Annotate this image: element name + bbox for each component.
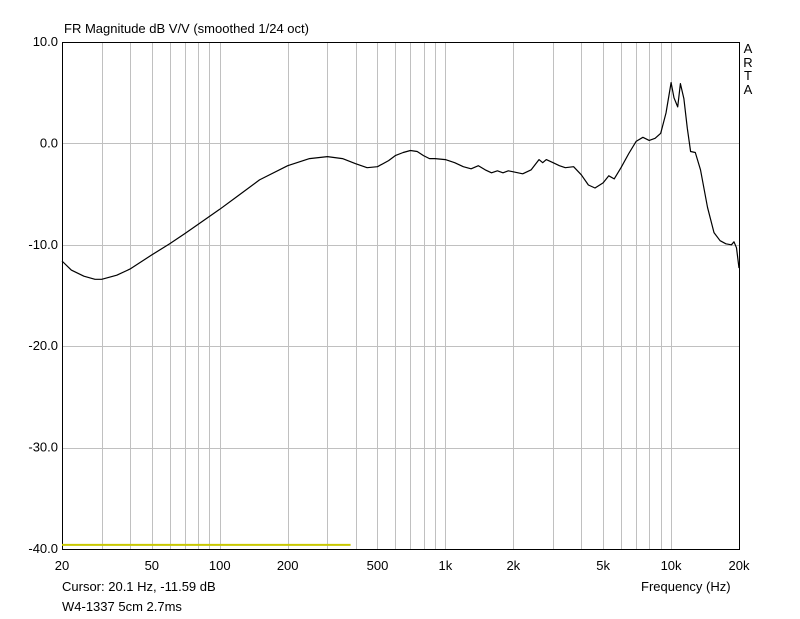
measurement-name: W4-1337 5cm 2.7ms: [62, 599, 182, 614]
y-tick-label: 10.0: [33, 34, 58, 49]
brand-letter: R: [743, 54, 753, 70]
x-tick-label: 1k: [439, 558, 453, 573]
x-tick-label: 200: [277, 558, 299, 573]
x-tick-label: 10k: [661, 558, 682, 573]
x-tick-label: 20k: [729, 558, 750, 573]
series-group: [61, 82, 740, 546]
y-tick-label: -20.0: [28, 338, 58, 353]
grid: [62, 42, 739, 549]
brand-letter: A: [743, 41, 753, 56]
x-tick-label: 2k: [506, 558, 520, 573]
plot-border: [62, 42, 740, 550]
brand-letter: T: [744, 68, 752, 83]
chart-title: FR Magnitude dB V/V (smoothed 1/24 oct): [64, 21, 309, 36]
brand-letter: A: [743, 81, 753, 97]
tick-labels: 20 50 100 200 500 1k 2k 5k 10k 20k 10.0 0.0 -10.0 -20…: [28, 34, 750, 573]
series-line: [61, 82, 740, 280]
plot-frame: [62, 42, 740, 550]
x-tick-label: 500: [367, 558, 389, 573]
cursor-readout: Cursor: 20.1 Hz, -11.59 dB: [62, 579, 216, 594]
y-tick-label: 0.0: [40, 135, 58, 150]
x-tick-label: 5k: [596, 558, 610, 573]
y-tick-label: -10.0: [28, 237, 58, 252]
x-tick-label: 100: [209, 558, 231, 573]
x-tick-label: 20: [55, 558, 69, 573]
x-tick-label: 50: [145, 558, 159, 573]
x-axis-label: Frequency (Hz): [641, 579, 731, 594]
y-tick-label: -40.0: [28, 541, 58, 556]
y-tick-label: -30.0: [28, 440, 58, 455]
arta-logo: A R T A: [741, 42, 755, 96]
